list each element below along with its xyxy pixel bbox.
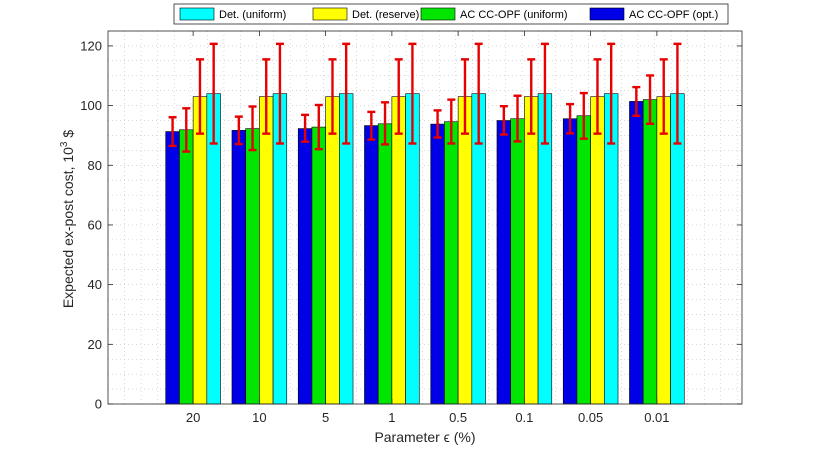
bar — [245, 128, 260, 405]
y-tick-label: 40 — [88, 277, 102, 292]
y-tick-label: 100 — [80, 98, 102, 113]
bar — [629, 101, 644, 405]
legend-label: AC CC-OPF (uniform) — [460, 9, 568, 21]
x-tick-label: 20 — [186, 410, 200, 425]
x-tick-label: 10 — [252, 410, 266, 425]
bar — [311, 126, 326, 405]
bar — [165, 131, 180, 405]
bar — [510, 118, 525, 405]
legend-label: AC CC-OPF (opt.) — [629, 9, 718, 21]
bars — [165, 93, 685, 405]
axis-ticks: 20 10 5 1 0.5 0.1 0.05 0.01 0 20 40 60 80 100 120 — [80, 31, 742, 425]
bar — [656, 96, 671, 405]
bar — [562, 118, 578, 405]
bar — [192, 96, 208, 405]
x-tick-label: 0.01 — [644, 410, 669, 425]
legend-label: Det. (reserve) — [352, 9, 419, 21]
legend-swatch — [420, 7, 456, 21]
bar — [325, 96, 340, 405]
x-tick-label: 1 — [388, 410, 395, 425]
y-tick-label: 20 — [88, 337, 102, 352]
bar — [457, 96, 473, 405]
bar — [297, 128, 313, 405]
bar — [430, 123, 445, 405]
x-axis-label: Parameter ϵ (%) — [374, 429, 475, 445]
y-axis-label-main: Expected ex-post cost, 10 — [60, 147, 76, 308]
bar — [377, 123, 393, 405]
x-tick-label: 0.5 — [449, 410, 467, 425]
error-bars — [168, 42, 682, 153]
y-tick-label: 0 — [95, 397, 102, 412]
legend-label: Det. (uniform) — [219, 9, 286, 21]
legend-swatch — [589, 7, 625, 21]
y-axis-label-exponent: 3 — [59, 141, 70, 147]
legend: Det. (uniform) Det. (reserve) AC CC-OPF (u… — [173, 3, 729, 25]
bar — [576, 115, 591, 405]
bar — [259, 96, 274, 405]
y-axis-label-unit: $ — [60, 130, 76, 142]
bar — [391, 96, 406, 405]
bar — [642, 99, 658, 405]
legend-swatch — [312, 7, 348, 21]
y-tick-label: 80 — [88, 158, 102, 173]
bar — [524, 96, 539, 405]
bar — [496, 120, 511, 405]
bar — [364, 125, 379, 405]
bar — [231, 130, 246, 405]
x-tick-label: 0.05 — [578, 410, 603, 425]
bar — [590, 96, 605, 405]
plot-frame — [107, 30, 743, 405]
bar — [179, 129, 194, 405]
legend-swatch — [179, 7, 215, 21]
y-tick-label: 120 — [80, 38, 102, 53]
y-axis-label: Expected ex-post cost, 103 $ — [59, 130, 76, 309]
y-tick-label: 60 — [88, 217, 102, 232]
x-tick-label: 5 — [322, 410, 329, 425]
bar — [444, 121, 459, 405]
x-tick-label: 0.1 — [515, 410, 533, 425]
